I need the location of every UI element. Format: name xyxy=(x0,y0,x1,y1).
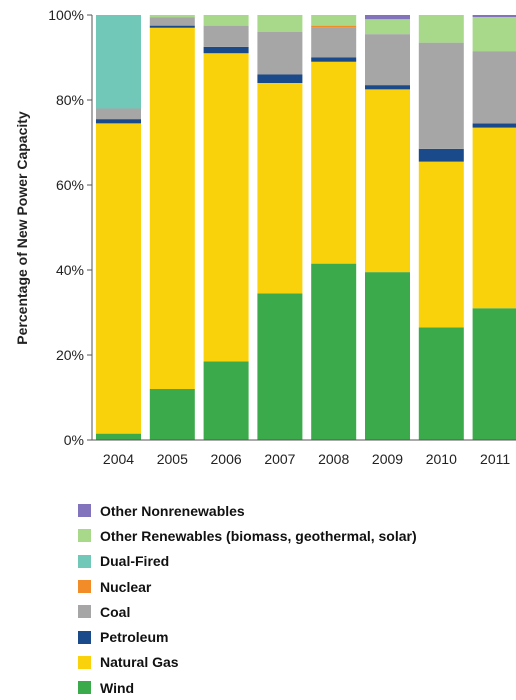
bar-segment-nuclear-2008 xyxy=(311,25,357,28)
chart-plot: 2004 2005 2006 2007 2008 2009 2010 2011 0% 20% 40%… xyxy=(14,7,516,467)
bar-segment-coal-2010 xyxy=(418,42,464,149)
legend-item: Petroleum xyxy=(78,624,417,649)
bar-segment-natural-gas-2004 xyxy=(96,123,141,434)
y-axis-label: Percentage of New Power Capacity xyxy=(14,111,30,345)
bar-segment-petroleum-2008 xyxy=(311,57,357,62)
y-tick-label: 20% xyxy=(56,347,84,363)
bar-segment-coal-2009 xyxy=(365,34,410,86)
legend-item: Dual-Fired xyxy=(78,549,417,574)
legend-item: Coal xyxy=(78,599,417,624)
legend-swatch xyxy=(78,580,91,594)
y-tick-label: 60% xyxy=(56,177,84,193)
x-tick-label: 2009 xyxy=(372,451,403,467)
legend-swatch xyxy=(78,655,91,669)
bar-segment-natural-gas-2007 xyxy=(257,83,303,294)
bar-segment-other-nonrenewables-2009 xyxy=(365,15,410,20)
bar-segment-other-renewables-biomass-geothermal-solar-2010 xyxy=(418,15,464,43)
legend-swatch xyxy=(78,681,91,695)
bar-segment-other-nonrenewables-2011 xyxy=(472,15,516,18)
legend-swatch xyxy=(78,554,91,568)
bar-segment-other-renewables-biomass-geothermal-solar-2005 xyxy=(149,15,195,18)
bar-segment-petroleum-2007 xyxy=(257,74,303,83)
bar-segment-wind-2010 xyxy=(418,327,464,440)
x-tick-label: 2007 xyxy=(264,451,295,467)
bar-segment-petroleum-2011 xyxy=(472,123,516,128)
legend-label: Nuclear xyxy=(100,578,152,595)
bar-segment-coal-2005 xyxy=(149,17,195,26)
legend-swatch xyxy=(78,605,91,619)
legend-item: Other Nonrenewables xyxy=(78,498,417,523)
legend-swatch xyxy=(78,529,91,543)
bar-segment-other-renewables-biomass-geothermal-solar-2008 xyxy=(311,15,357,26)
bar-segment-wind-2004 xyxy=(96,433,141,440)
legend-swatch xyxy=(78,504,91,518)
bar-segment-natural-gas-2010 xyxy=(418,161,464,328)
legend-label: Coal xyxy=(100,603,131,620)
legend-item: Wind xyxy=(78,675,417,700)
bar-segment-other-renewables-biomass-geothermal-solar-2011 xyxy=(472,17,516,52)
y-tick-label: 100% xyxy=(48,7,84,23)
x-tick-label: 2004 xyxy=(103,451,134,467)
legend-swatch xyxy=(78,630,91,644)
legend-label: Other Renewables (biomass, geothermal, s… xyxy=(100,527,417,544)
legend-label: Wind xyxy=(100,679,135,696)
x-tick-label: 2010 xyxy=(426,451,457,467)
x-tick-label: 2011 xyxy=(480,451,510,467)
legend-label: Petroleum xyxy=(100,629,169,646)
bar-segment-wind-2005 xyxy=(149,389,195,440)
bar-segment-other-renewables-biomass-geothermal-solar-2009 xyxy=(365,19,410,35)
x-tick-label: 2005 xyxy=(157,451,188,467)
bar-segment-wind-2008 xyxy=(311,263,357,440)
bar-segment-petroleum-2010 xyxy=(418,148,464,162)
y-tick-label: 40% xyxy=(56,262,84,278)
bar-segment-petroleum-2005 xyxy=(149,25,195,28)
bar-segment-dual-fired-2004 xyxy=(96,15,141,109)
y-tick-label: 80% xyxy=(56,92,84,108)
bar-segment-natural-gas-2006 xyxy=(203,53,249,362)
x-tick-label: 2006 xyxy=(211,451,242,467)
bar-segment-other-renewables-biomass-geothermal-solar-2006 xyxy=(203,15,249,26)
bar-segment-coal-2004 xyxy=(96,108,141,120)
bar-segment-coal-2011 xyxy=(472,51,516,124)
legend-label: Other Nonrenewables xyxy=(100,502,245,519)
bar-segment-natural-gas-2011 xyxy=(472,127,516,309)
bar-segment-natural-gas-2009 xyxy=(365,89,410,273)
bar-segment-coal-2008 xyxy=(311,27,357,58)
y-tick-label: 0% xyxy=(64,432,84,448)
legend: Other Nonrenewables Other Renewables (bio… xyxy=(78,498,417,700)
axes-layer: 2004 2005 2006 2007 2008 2009 2010 2011 0% 20% 40%… xyxy=(48,7,516,467)
bar-segment-wind-2006 xyxy=(203,361,249,440)
bar-segment-wind-2009 xyxy=(365,272,410,440)
legend-label: Dual-Fired xyxy=(100,553,170,570)
bars-layer xyxy=(96,15,516,440)
legend-item: Natural Gas xyxy=(78,650,417,675)
x-tick-label: 2008 xyxy=(318,451,349,467)
bar-segment-petroleum-2004 xyxy=(96,119,141,124)
bar-segment-natural-gas-2005 xyxy=(149,27,195,389)
bar-segment-coal-2006 xyxy=(203,25,249,47)
bar-segment-petroleum-2006 xyxy=(203,46,249,54)
legend-item: Nuclear xyxy=(78,574,417,599)
bar-segment-natural-gas-2008 xyxy=(311,61,357,264)
bar-segment-wind-2007 xyxy=(257,293,303,440)
bar-segment-petroleum-2009 xyxy=(365,85,410,90)
bar-segment-wind-2011 xyxy=(472,308,516,440)
legend-item: Other Renewables (biomass, geothermal, s… xyxy=(78,523,417,548)
bar-segment-other-renewables-biomass-geothermal-solar-2007 xyxy=(257,15,303,32)
bar-segment-coal-2007 xyxy=(257,32,303,75)
legend-label: Natural Gas xyxy=(100,654,179,671)
